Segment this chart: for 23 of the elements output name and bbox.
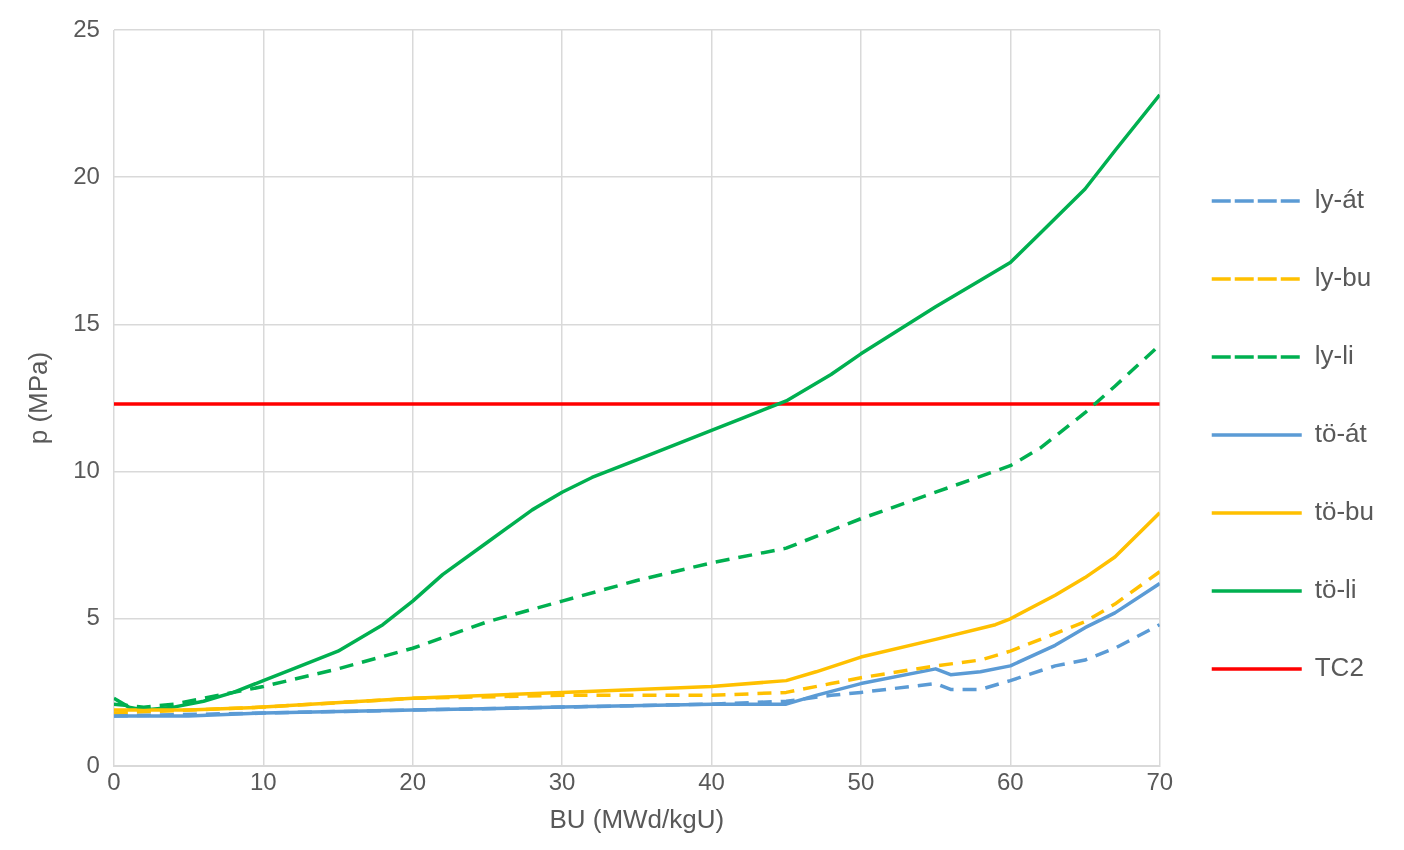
legend-label: ly-át (1314, 184, 1365, 215)
x-tick-label: 10 (249, 768, 277, 796)
y-tick-label: 25 (73, 14, 100, 42)
y-tick-label: 20 (73, 161, 100, 189)
x-tick-label: 70 (1146, 768, 1174, 796)
legend-label: TC2 (1314, 652, 1364, 683)
x-tick-label: 20 (399, 768, 427, 796)
y-axis-title: p (MPa) (22, 351, 53, 445)
x-tick-label: 30 (548, 768, 576, 796)
y-tick-label: 15 (73, 309, 100, 337)
x-tick-label: 50 (847, 768, 875, 796)
legend-label: tö-li (1314, 574, 1357, 605)
y-tick-label: 0 (86, 750, 100, 778)
x-tick-label: 60 (996, 768, 1024, 796)
legend-label: ly-li (1314, 340, 1354, 371)
legend-label: tö-át (1314, 418, 1368, 449)
x-tick-label: 0 (107, 768, 121, 796)
legend-label: tö-bu (1314, 496, 1374, 527)
x-axis-title: BU (MWd/kgU) (549, 803, 725, 834)
legend-label: ly-bu (1314, 262, 1372, 293)
y-tick-label: 5 (86, 603, 100, 631)
x-tick-label: 40 (698, 768, 725, 796)
y-tick-label: 10 (73, 456, 100, 484)
